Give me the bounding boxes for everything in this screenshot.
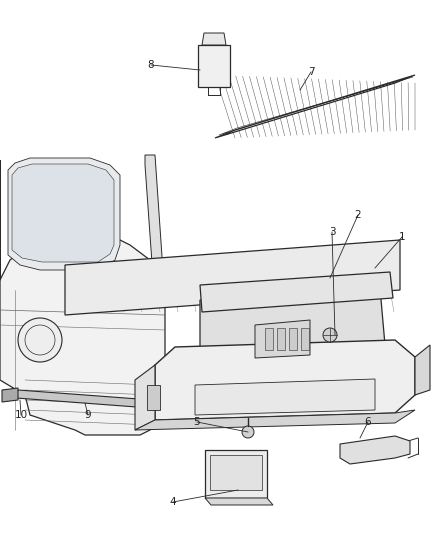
Polygon shape: [301, 328, 309, 350]
Text: 8: 8: [148, 60, 154, 70]
Polygon shape: [65, 240, 400, 315]
Polygon shape: [215, 75, 415, 138]
Text: 3: 3: [328, 227, 336, 237]
Polygon shape: [289, 328, 297, 350]
Circle shape: [323, 328, 337, 342]
Circle shape: [242, 426, 254, 438]
Polygon shape: [145, 155, 165, 305]
Polygon shape: [200, 288, 385, 360]
Polygon shape: [195, 379, 375, 415]
Text: 10: 10: [14, 410, 28, 420]
Polygon shape: [265, 328, 273, 350]
Polygon shape: [202, 33, 226, 45]
Polygon shape: [200, 272, 393, 312]
Polygon shape: [198, 45, 230, 87]
Text: 6: 6: [365, 417, 371, 427]
Polygon shape: [12, 164, 114, 262]
Polygon shape: [155, 340, 415, 420]
Polygon shape: [205, 498, 273, 505]
Polygon shape: [415, 345, 430, 395]
Polygon shape: [0, 160, 165, 435]
Circle shape: [18, 318, 62, 362]
Polygon shape: [255, 320, 310, 358]
Polygon shape: [147, 385, 160, 410]
Text: 1: 1: [399, 232, 405, 242]
Polygon shape: [205, 450, 267, 498]
Polygon shape: [2, 388, 18, 402]
Text: 9: 9: [85, 410, 91, 420]
Polygon shape: [16, 390, 152, 408]
Text: 7: 7: [307, 67, 314, 77]
Polygon shape: [210, 455, 262, 490]
Text: 2: 2: [355, 210, 361, 220]
Polygon shape: [135, 410, 415, 430]
Polygon shape: [277, 328, 285, 350]
Polygon shape: [8, 158, 120, 270]
Text: 5: 5: [194, 417, 200, 427]
Polygon shape: [340, 436, 410, 464]
Polygon shape: [135, 365, 155, 430]
Text: 4: 4: [170, 497, 177, 507]
